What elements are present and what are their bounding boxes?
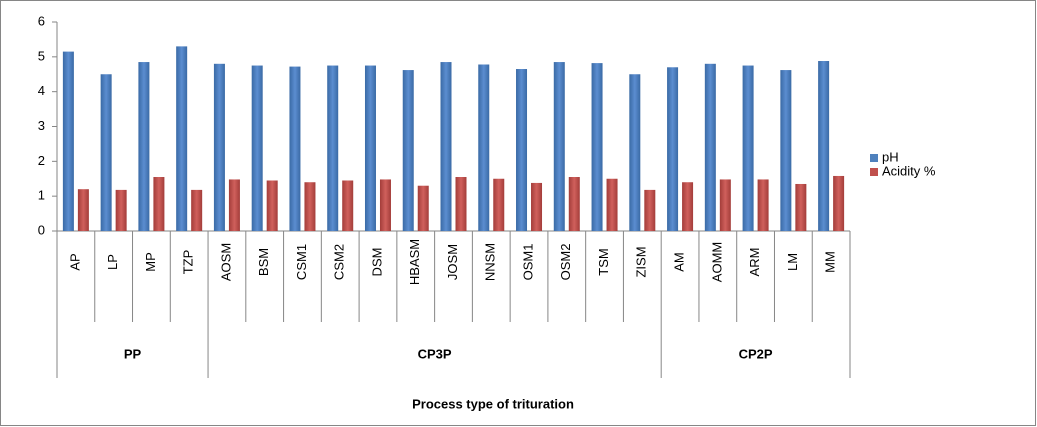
x-tick-label: JOSM (445, 244, 460, 280)
x-axis-title: Process type of trituration (412, 396, 574, 411)
x-tick-label: CSM1 (294, 244, 309, 280)
bar (553, 62, 565, 231)
bar (213, 63, 225, 231)
bar (516, 69, 528, 232)
bar (780, 70, 792, 231)
x-tick-label: AM (672, 252, 687, 272)
bar (719, 179, 731, 231)
bar (757, 179, 769, 231)
x-tick-label: AOSM (218, 243, 233, 281)
group-label: CP3P (418, 346, 452, 361)
bar (289, 66, 301, 231)
x-tick-label: LP (105, 254, 120, 270)
y-tick-label: 3 (38, 118, 45, 133)
bar (138, 62, 150, 231)
y-tick-label: 0 (38, 222, 45, 237)
x-tick-label: ARM (747, 248, 762, 277)
x-tick-label: CSM2 (332, 244, 347, 280)
x-tick-label: NNSM (483, 243, 498, 281)
x-tick-label: DSM (369, 248, 384, 277)
legend-swatch (870, 168, 878, 176)
x-tick-label: HBASM (407, 239, 422, 285)
x-tick-label: MP (143, 252, 158, 272)
bar (667, 67, 679, 232)
x-tick-label: LM (785, 253, 800, 271)
legend-swatch (870, 154, 878, 162)
bar (629, 74, 641, 231)
bar (591, 63, 603, 231)
bar (77, 189, 89, 231)
bar (304, 182, 316, 231)
bar (606, 178, 618, 231)
legend-label: pH (882, 149, 899, 164)
x-tick-label: ZISM (634, 246, 649, 277)
bar (455, 177, 467, 231)
y-tick-label: 2 (38, 153, 45, 168)
bar (417, 185, 429, 231)
x-tick-label: AP (67, 253, 82, 270)
bar (742, 65, 754, 232)
bar (228, 179, 240, 231)
x-tick-label: AOMM (709, 242, 724, 282)
x-tick-label: TZP (181, 250, 196, 275)
x-tick-label: TSM (596, 248, 611, 275)
bar (266, 180, 278, 231)
bar (402, 70, 414, 231)
bar (531, 182, 543, 231)
bar (833, 175, 845, 231)
y-tick-label: 5 (38, 48, 45, 63)
bar (379, 179, 391, 231)
bar (704, 63, 716, 231)
bar (364, 65, 376, 232)
y-tick-label: 6 (38, 13, 45, 28)
group-label: CP2P (739, 346, 773, 361)
bar (493, 178, 505, 231)
bar (795, 183, 807, 231)
legend-label: Acidity % (882, 163, 936, 178)
y-tick-label: 4 (38, 83, 45, 98)
bar (191, 189, 203, 231)
x-tick-label: MM (823, 251, 838, 273)
bar (818, 61, 830, 231)
x-tick-label: OSM1 (520, 244, 535, 281)
bar (440, 62, 452, 231)
bar (176, 46, 188, 232)
y-tick-label: 1 (38, 188, 45, 203)
x-tick-label: OSM2 (558, 244, 573, 281)
bar (251, 65, 263, 232)
x-tick-label: BSM (256, 248, 271, 276)
bar (327, 65, 339, 232)
bar (568, 177, 580, 231)
bar (478, 64, 490, 231)
bar (62, 51, 74, 231)
bar (100, 74, 112, 231)
bar (115, 189, 127, 231)
bar (644, 189, 656, 231)
bar (342, 180, 354, 231)
group-label: PP (124, 346, 142, 361)
bar (153, 177, 165, 231)
bar (682, 182, 694, 231)
